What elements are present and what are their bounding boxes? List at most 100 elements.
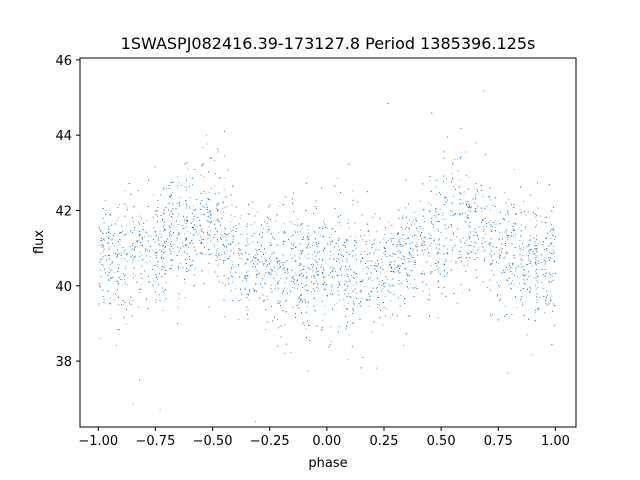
scatter-point	[305, 278, 307, 279]
scatter-point	[117, 253, 119, 255]
scatter-point	[303, 238, 305, 240]
scatter-point	[104, 268, 106, 270]
scatter-point	[309, 247, 311, 248]
scatter-point	[405, 179, 407, 181]
scatter-point	[412, 261, 414, 263]
scatter-point	[188, 256, 190, 258]
scatter-point	[142, 238, 144, 240]
scatter-point	[414, 287, 416, 288]
scatter-point	[348, 293, 350, 295]
scatter-point	[440, 232, 442, 233]
scatter-point	[336, 257, 338, 259]
scatter-point	[541, 282, 542, 283]
scatter-point	[443, 175, 445, 177]
scatter-point	[485, 233, 486, 235]
scatter-point	[139, 234, 141, 235]
scatter-point	[507, 212, 509, 214]
scatter-point	[101, 247, 103, 249]
scatter-point	[340, 253, 342, 255]
scatter-point	[284, 241, 286, 242]
scatter-point	[346, 251, 348, 253]
scatter-point	[196, 234, 198, 236]
scatter-point	[254, 254, 256, 256]
scatter-point	[389, 317, 391, 319]
scatter-point	[207, 198, 209, 200]
scatter-point	[503, 270, 504, 271]
scatter-point	[519, 245, 520, 247]
scatter-point	[340, 215, 341, 216]
scatter-point	[104, 200, 106, 201]
scatter-point	[139, 215, 141, 217]
scatter-point	[526, 334, 528, 336]
scatter-point	[314, 283, 316, 284]
scatter-point	[377, 307, 379, 308]
scatter-point	[233, 234, 234, 236]
scatter-point	[132, 221, 134, 222]
scatter-point	[551, 224, 552, 225]
scatter-point	[459, 199, 461, 201]
scatter-point	[342, 260, 343, 262]
scatter-point	[368, 260, 370, 262]
scatter-point	[277, 283, 279, 284]
scatter-point	[292, 287, 294, 289]
scatter-point	[325, 262, 326, 264]
scatter-point	[409, 315, 411, 317]
scatter-point	[525, 283, 527, 285]
scatter-point	[247, 270, 249, 272]
scatter-point	[383, 284, 385, 285]
scatter-point	[186, 219, 187, 221]
scatter-point	[116, 220, 118, 222]
scatter-point	[176, 185, 178, 186]
scatter-point	[238, 243, 239, 245]
scatter-point	[185, 222, 187, 224]
scatter-point	[180, 247, 181, 249]
scatter-point	[330, 340, 332, 342]
scatter-point	[536, 251, 538, 253]
scatter-point	[376, 270, 377, 272]
scatter-point	[145, 232, 147, 233]
scatter-point	[421, 249, 423, 251]
scatter-point	[295, 246, 297, 248]
scatter-point	[371, 331, 373, 333]
scatter-point	[542, 288, 544, 289]
scatter-point	[535, 216, 537, 218]
scatter-point	[233, 226, 234, 228]
scatter-point	[424, 249, 426, 250]
scatter-point	[124, 234, 126, 236]
scatter-point	[223, 260, 224, 261]
scatter-point	[246, 245, 247, 247]
scatter-point	[130, 230, 131, 232]
scatter-point	[467, 217, 469, 218]
scatter-point	[177, 216, 179, 218]
scatter-point	[468, 253, 470, 254]
scatter-point	[232, 276, 234, 277]
scatter-point	[381, 259, 383, 260]
scatter-point	[415, 219, 417, 221]
scatter-point	[406, 286, 408, 288]
scatter-point	[437, 251, 439, 253]
scatter-point	[153, 227, 155, 228]
scatter-point	[397, 257, 399, 258]
scatter-point	[349, 296, 351, 297]
scatter-point	[400, 238, 402, 240]
scatter-point	[158, 284, 159, 285]
scatter-point	[150, 256, 151, 258]
scatter-point	[523, 268, 525, 270]
scatter-point	[331, 286, 333, 288]
scatter-point	[444, 197, 446, 199]
scatter-point	[286, 300, 287, 301]
scatter-point	[277, 327, 279, 329]
scatter-point	[446, 178, 447, 180]
scatter-point	[519, 209, 521, 210]
scatter-point	[266, 265, 267, 267]
scatter-point	[233, 252, 234, 254]
scatter-point	[246, 306, 248, 308]
scatter-point	[472, 251, 474, 253]
scatter-point	[337, 177, 339, 179]
scatter-point	[443, 151, 445, 153]
scatter-point	[376, 288, 377, 289]
scatter-point	[102, 257, 104, 259]
scatter-point	[224, 245, 225, 247]
scatter-point	[486, 206, 488, 207]
scatter-point	[163, 243, 165, 244]
